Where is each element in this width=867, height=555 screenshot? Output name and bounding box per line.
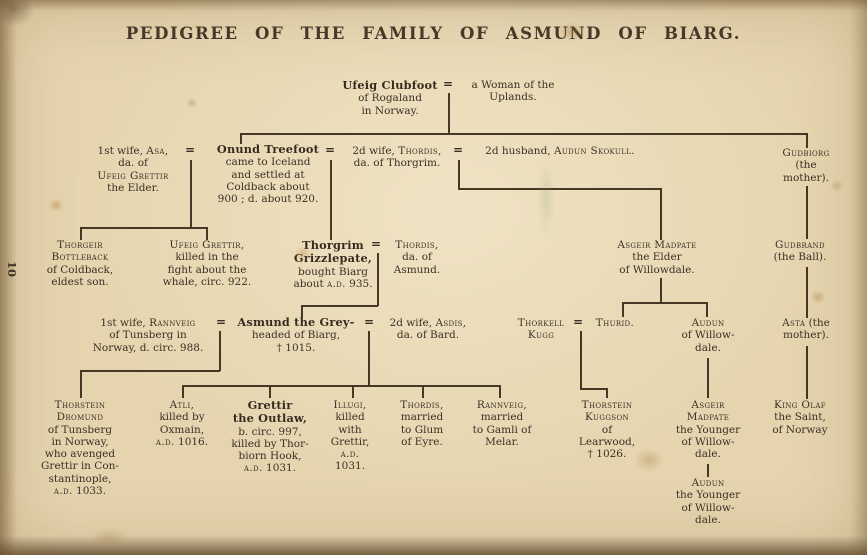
connector-line bbox=[80, 227, 207, 229]
connector-line bbox=[182, 385, 184, 398]
connector-line bbox=[301, 305, 378, 307]
node-asmund-greyheaded: Asmund the Grey-headed of Biarg, † 1015. bbox=[237, 315, 355, 354]
node-asdis-2d-wife: 2d wife, Asdis, da. of Bard. bbox=[389, 317, 467, 342]
connector-line bbox=[660, 278, 662, 303]
connector-line bbox=[806, 267, 808, 318]
connector-line bbox=[206, 227, 208, 240]
node-thorstein-dromund: Thorstein Dromund of Tunsberg in Norway, who… bbox=[41, 399, 119, 498]
connector-line bbox=[606, 388, 608, 398]
connector-line bbox=[190, 160, 192, 228]
node-asgeir-madpate-younger: Asgeir Madpate the Younger of Willow-dale. bbox=[675, 399, 741, 461]
node-asgeir-madpate-elder: Asgeir Madpate the Elder of Willowdale. bbox=[617, 239, 697, 276]
node-asa-first-wife: 1st wife, Asa, da. of Ufeig Grettir the Eld… bbox=[97, 145, 169, 194]
connector-line bbox=[377, 253, 379, 306]
marriage-equals: = bbox=[452, 143, 464, 157]
paper-stain bbox=[186, 98, 198, 108]
node-audun-skokull: 2d husband, Audun Skokull. bbox=[485, 145, 635, 157]
paper-stain bbox=[536, 158, 556, 238]
connector-line bbox=[352, 385, 354, 398]
node-thordis-da-of-asmund: Thordis, da. of Asmund. bbox=[393, 239, 441, 276]
connector-line bbox=[269, 385, 271, 398]
node-atli: Atli, killed by Oxmain, a.d. 1016. bbox=[155, 399, 209, 448]
connector-line bbox=[240, 133, 807, 135]
node-grettir-the-outlaw: Grettir the Outlaw, b. circ. 997, killed by… bbox=[231, 398, 309, 475]
connector-line bbox=[422, 385, 424, 398]
node-gudbiorg: Gudbiorg (the mother). bbox=[782, 147, 830, 184]
marriage-equals: = bbox=[215, 315, 227, 329]
connector-line bbox=[301, 305, 303, 318]
connector-line bbox=[330, 160, 332, 240]
connector-line bbox=[182, 385, 500, 387]
node-audun-of-willowdale: Audun of Willow-dale. bbox=[681, 317, 735, 354]
node-gudbrand: Gudbrand (the Ball). bbox=[773, 239, 827, 264]
node-illugi: Illugi, killed with Grettir, a.d. 1031. bbox=[330, 399, 370, 473]
connector-line bbox=[368, 331, 370, 386]
connector-line bbox=[448, 93, 450, 134]
connector-line bbox=[622, 302, 624, 317]
paper-stain bbox=[48, 198, 64, 212]
node-ufeig-grettir: Ufeig Grettir, killed in the fight about t… bbox=[162, 239, 252, 288]
node-woman-of-the-uplands: a Woman of the Uplands. bbox=[471, 79, 555, 104]
connector-line bbox=[580, 388, 607, 390]
node-thurid: Thurid. bbox=[595, 317, 635, 329]
connector-line bbox=[80, 370, 220, 372]
connector-line bbox=[80, 227, 82, 240]
marriage-equals: = bbox=[442, 77, 454, 91]
page-number: 10 bbox=[5, 260, 19, 277]
node-thorgeir-bottleback: Thorgeir Bottleback of Coldback, eldest son… bbox=[46, 239, 114, 288]
connector-line bbox=[219, 331, 221, 371]
paper-stain bbox=[0, 0, 34, 26]
node-king-olaf: King Olaf the Saint, of Norway bbox=[772, 399, 828, 436]
node-thorgrim-grizzlepate: Thorgrim Grizzlepate, bought Biarg about a.… bbox=[293, 238, 373, 290]
connector-line bbox=[660, 188, 662, 240]
node-thordis-married-glum: Thordis, married to Glum of Eyre. bbox=[400, 399, 444, 448]
marriage-equals: = bbox=[184, 143, 196, 157]
node-rannveig-married-gamli: Rannveig, married to Gamli of Melar. bbox=[472, 399, 532, 448]
connector-line bbox=[580, 331, 582, 389]
connector-line bbox=[707, 358, 709, 398]
connector-line bbox=[458, 188, 662, 190]
connector-line bbox=[706, 302, 708, 317]
connector-line bbox=[458, 160, 460, 189]
paper-stain bbox=[810, 290, 826, 304]
marriage-equals: = bbox=[370, 237, 382, 251]
node-rannveig-1st-wife: 1st wife, Rannveig of Tunsberg in Norway, … bbox=[92, 317, 204, 354]
node-thordis-2d-wife: 2d wife, Thordis, da. of Thorgrim. bbox=[352, 145, 442, 170]
connector-line bbox=[806, 186, 808, 239]
node-asta: Asta (the mother). bbox=[782, 317, 830, 342]
connector-line bbox=[240, 133, 242, 144]
paper-stain bbox=[90, 528, 130, 546]
connector-line bbox=[80, 370, 82, 398]
node-onund-treefoot: Onund Treefoot came to Iceland and settled… bbox=[216, 142, 320, 206]
connector-line bbox=[707, 464, 709, 477]
marriage-equals: = bbox=[572, 315, 584, 329]
node-thorstein-kuggson: Thorstein Kuggson of Learwood, † 1026. bbox=[578, 399, 636, 461]
connector-line bbox=[806, 133, 808, 148]
marriage-equals: = bbox=[363, 315, 375, 329]
connector-line bbox=[499, 385, 501, 398]
page-title: PEDIGREE OF THE FAMILY OF ASMUND OF BIAR… bbox=[125, 24, 742, 43]
connector-line bbox=[622, 302, 707, 304]
node-ufeig-clubfoot: Ufeig Clubfoot of Rogaland in Norway. bbox=[342, 78, 438, 117]
connector-line bbox=[806, 346, 808, 399]
node-audun-the-younger: Audun the Younger of Willow-dale. bbox=[675, 477, 741, 526]
node-thorkell-kugg: Thorkell Kugg bbox=[517, 317, 565, 342]
marriage-equals: = bbox=[324, 143, 336, 157]
